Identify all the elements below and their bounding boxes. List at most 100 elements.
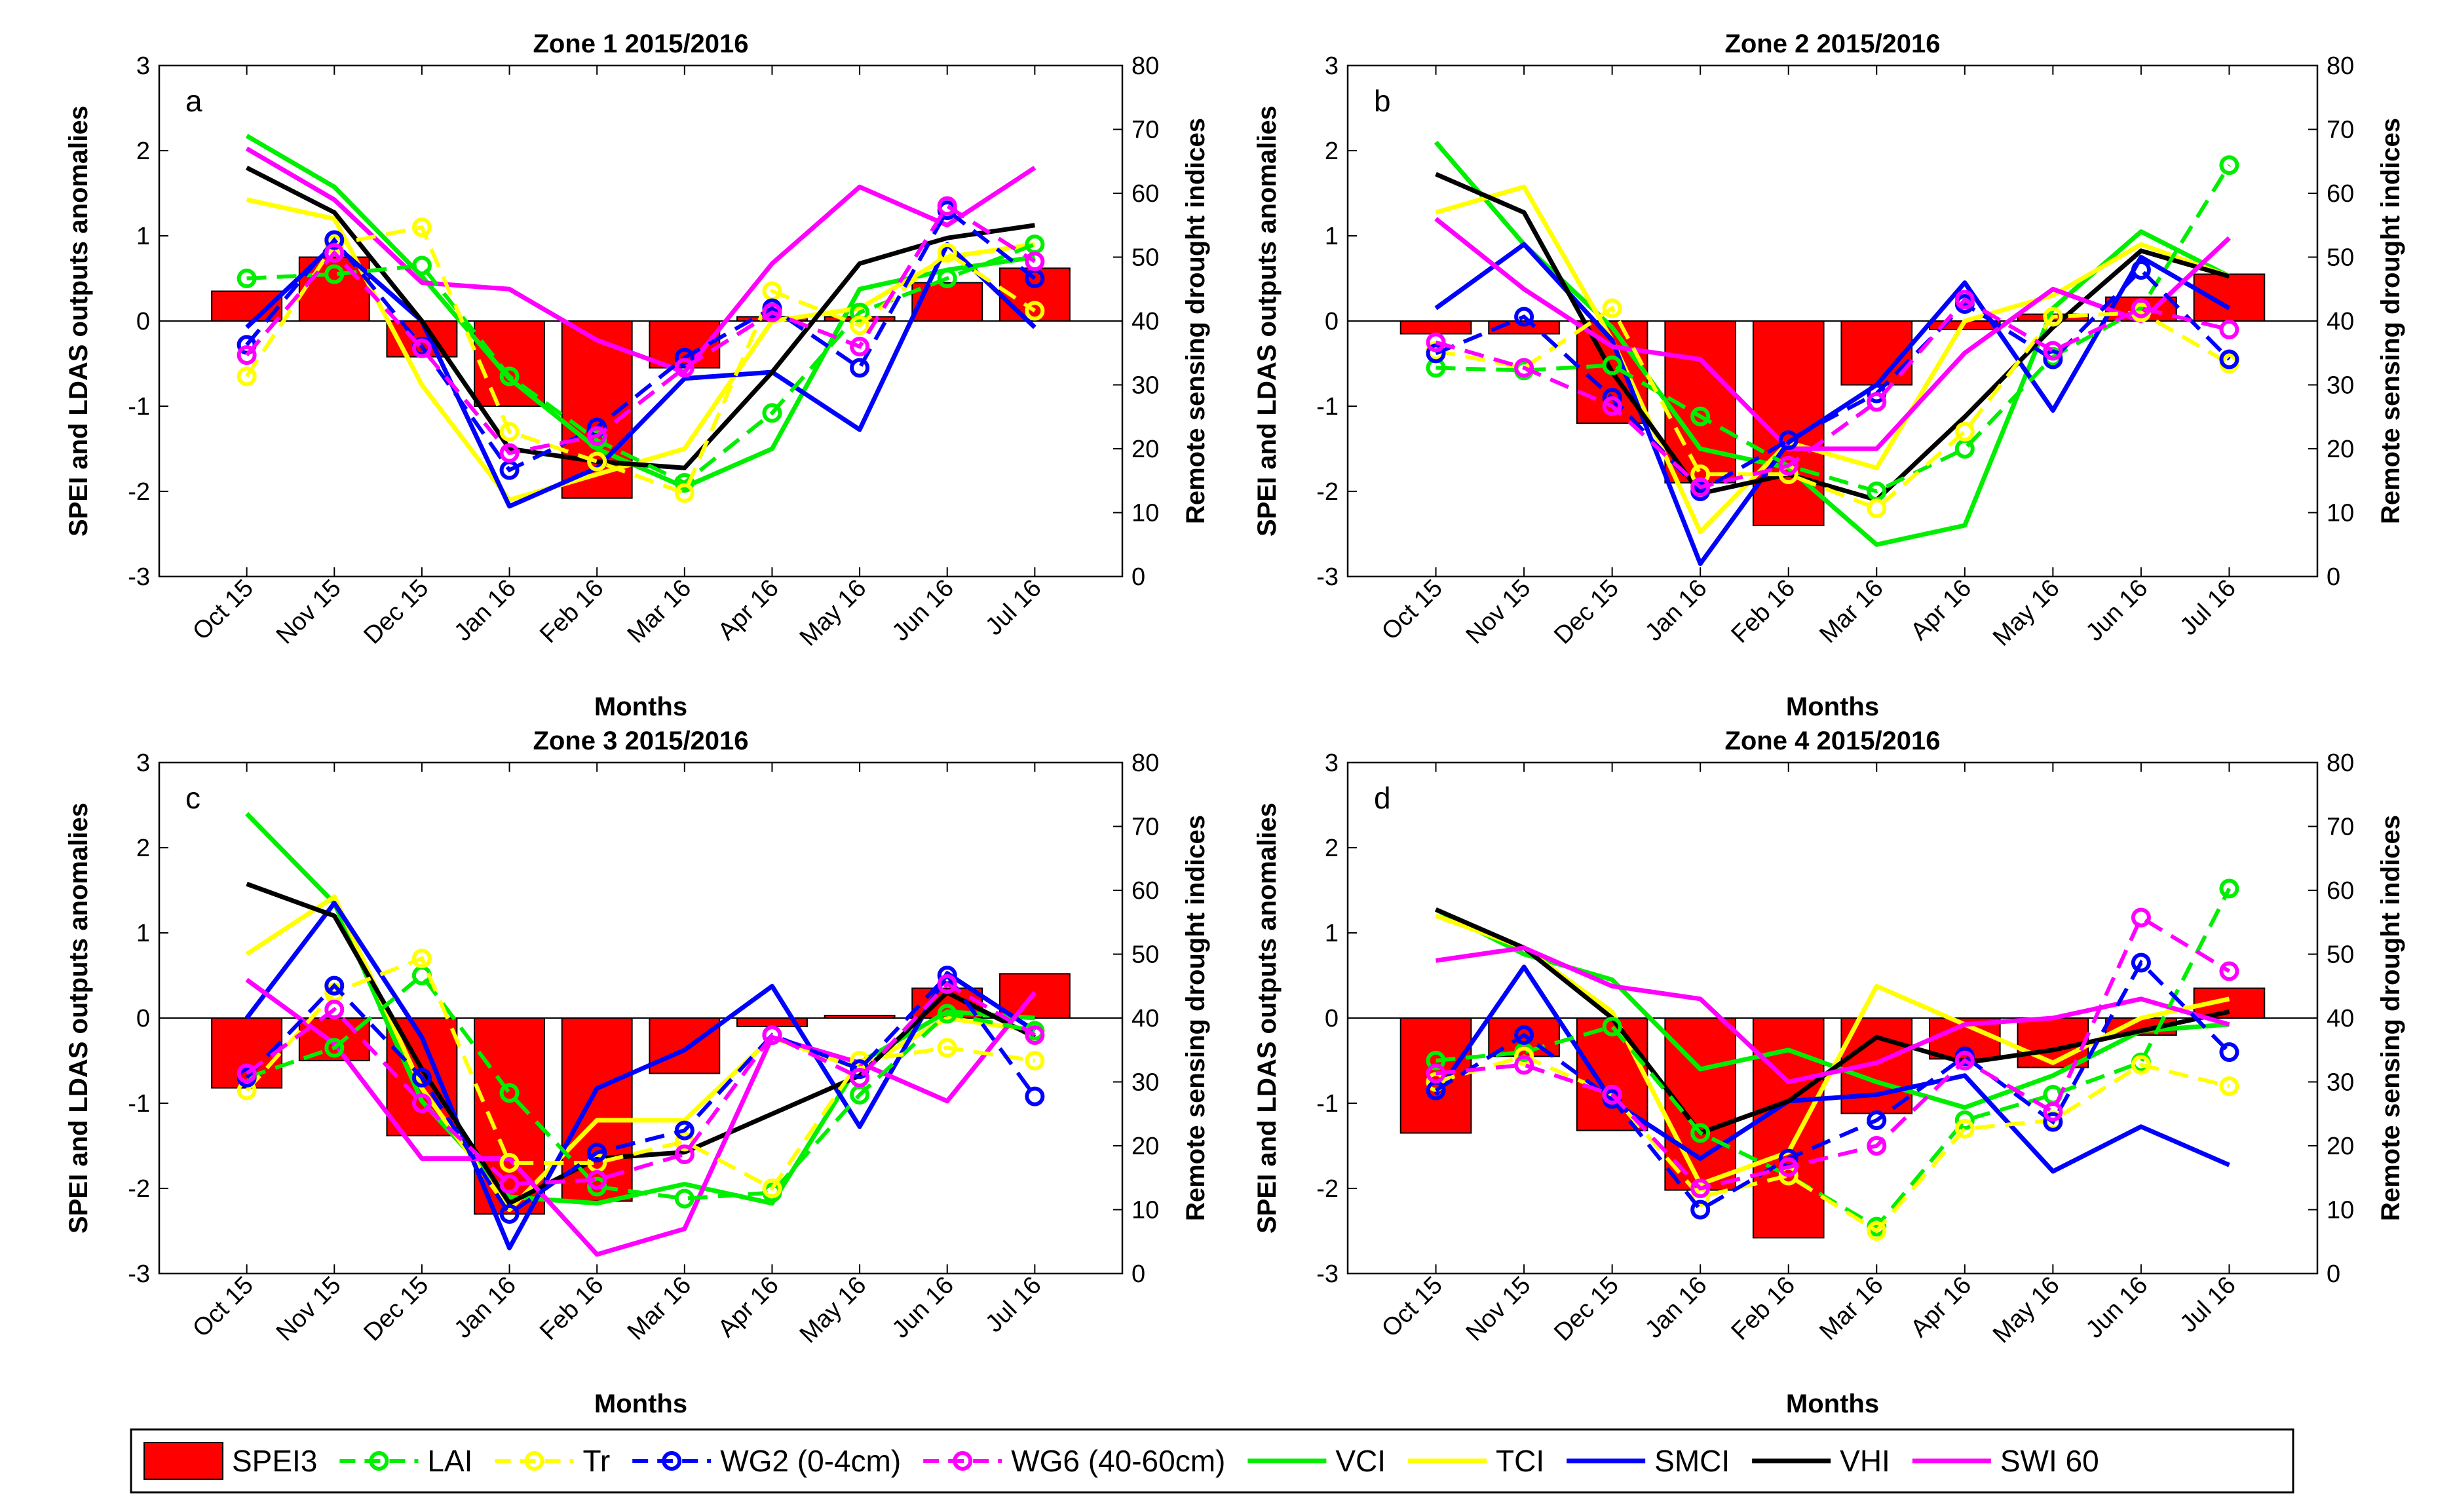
x-tick-label: Dec 15 xyxy=(358,575,434,650)
wg2-0-4cm-point xyxy=(2043,349,2063,369)
legend-label: SWI 60 xyxy=(2000,1444,2099,1478)
x-tick-label: Apr 16 xyxy=(713,575,784,646)
left-tick-label: 3 xyxy=(1325,749,1339,777)
right-tick-label: 80 xyxy=(2327,749,2354,777)
legend-label: Tr xyxy=(582,1444,610,1478)
tci-series-line xyxy=(1435,184,2230,535)
wg2-0-4cm-series-line xyxy=(1434,959,2231,1213)
x-tick-label: Jan 16 xyxy=(449,575,522,647)
tr-point xyxy=(411,949,432,968)
x-tick-label: Mar 16 xyxy=(622,575,696,649)
wg2-0-4cm-point xyxy=(2043,1112,2063,1132)
x-tick-label: Jul 16 xyxy=(980,575,1046,641)
x-tick-label: Oct 15 xyxy=(187,1272,259,1343)
right-axis-label: Remote sensing drought indices xyxy=(1181,815,1210,1221)
lai-point xyxy=(499,1083,520,1103)
wg6-40-60cm-point xyxy=(674,1144,694,1164)
x-tick-label: Jun 16 xyxy=(2081,1272,2153,1344)
left-tick-label: -3 xyxy=(128,563,150,591)
left-axis-label: SPEI and LDAS outputs anomalies xyxy=(64,105,93,537)
left-tick-label: 2 xyxy=(1325,835,1339,862)
x-tick-label: Nov 15 xyxy=(1461,575,1536,650)
left-tick-label: -2 xyxy=(1316,478,1339,506)
smci-series-line xyxy=(1434,964,2230,1174)
legend-entry-wg6-40-60cm: WG6 (40-60cm) xyxy=(923,1444,1225,1478)
right-tick-label: 20 xyxy=(2327,1133,2354,1160)
wg6-40-60cm-point xyxy=(1954,290,1975,310)
right-tick-label: 20 xyxy=(1131,436,1159,463)
right-tick-label: 10 xyxy=(1131,500,1159,527)
left-tick-label: 1 xyxy=(136,920,150,947)
left-axis-label: SPEI and LDAS outputs anomalies xyxy=(1253,803,1282,1234)
legend-swatch xyxy=(143,1442,223,1480)
tr-series-line xyxy=(1435,305,2231,511)
tr-point xyxy=(1025,1051,1045,1070)
right-tick-label: 20 xyxy=(1131,1133,1159,1160)
legend-entry-vhi: VHI xyxy=(1752,1444,1890,1478)
swi-60-series-line xyxy=(1435,945,2230,1084)
wg6-40-60cm-point xyxy=(324,1000,345,1019)
tr-point xyxy=(2131,1055,2151,1075)
wg6-40-60cm-point xyxy=(1025,252,1045,271)
left-tick-label: -1 xyxy=(1316,1090,1339,1118)
smci-series-line xyxy=(245,242,1036,509)
panel-title: Zone 3 2015/2016 xyxy=(533,727,748,755)
wg2-0-4cm-point xyxy=(674,1120,694,1141)
x-tick-label: May 16 xyxy=(795,1272,872,1349)
x-axis-label: Months xyxy=(594,1389,687,1418)
wg2-0-4cm-point xyxy=(1426,343,1446,364)
right-tick-label: 80 xyxy=(1131,52,1159,80)
left-axis-label: SPEI and LDAS outputs anomalies xyxy=(1253,105,1282,537)
x-tick-label: Jan 16 xyxy=(1640,575,1712,647)
left-tick-label: 0 xyxy=(136,308,150,335)
wg6-40-60cm-point xyxy=(937,974,957,994)
x-axis-label: Months xyxy=(1786,1389,1879,1418)
right-tick-label: 10 xyxy=(1131,1197,1159,1224)
wg2-0-4cm-point xyxy=(1867,1110,1887,1130)
lai-series-line xyxy=(246,972,1035,1201)
legend-label: WG6 (40-60cm) xyxy=(1011,1444,1225,1478)
x-tick-label: Apr 16 xyxy=(1905,1272,1977,1343)
x-tick-label: Feb 16 xyxy=(535,1272,609,1346)
wg2-0-4cm-point xyxy=(2219,1042,2239,1062)
right-tick-label: 10 xyxy=(2327,500,2354,527)
panel-letter: c xyxy=(185,781,200,815)
lai-point xyxy=(587,1177,607,1197)
right-tick-label: 50 xyxy=(2327,941,2354,969)
lai-point xyxy=(850,303,870,322)
wg2-0-4cm-point xyxy=(1025,1086,1045,1106)
lai-point xyxy=(2219,879,2239,899)
lai-point xyxy=(499,366,520,387)
lai-point xyxy=(411,255,432,276)
left-tick-label: 2 xyxy=(1325,138,1339,165)
tr-point xyxy=(1954,422,1975,442)
right-tick-label: 50 xyxy=(2327,244,2354,272)
wg2-0-4cm-series-line xyxy=(1435,267,2231,494)
panel-letter: d xyxy=(1374,781,1391,815)
panel-letter: a xyxy=(185,84,202,118)
x-tick-label: Nov 15 xyxy=(271,1272,347,1347)
wg6-40-60cm-point xyxy=(1690,477,1711,497)
wg6-40-60cm-point xyxy=(1690,1179,1711,1198)
wg6-40-60cm-point xyxy=(850,1068,870,1087)
wg6-40-60cm-point xyxy=(2131,907,2151,928)
lai-point xyxy=(324,264,345,284)
x-tick-label: Jul 16 xyxy=(2175,575,2241,641)
legend-entry-wg2-0-4cm: WG2 (0-4cm) xyxy=(632,1444,901,1478)
right-tick-label: 0 xyxy=(1131,1260,1145,1288)
tr-series-line xyxy=(245,225,1036,496)
wg6-40-60cm-point xyxy=(1867,1136,1887,1156)
tr-point xyxy=(1514,1046,1534,1067)
tr-point xyxy=(937,1038,957,1058)
wg6-40-60cm-point xyxy=(2219,320,2239,339)
lai-point xyxy=(937,269,957,288)
right-tick-label: 30 xyxy=(2327,1069,2354,1097)
wg2-0-4cm-series-line xyxy=(245,207,1036,473)
wg6-40-60cm-series-line xyxy=(1435,297,2230,489)
wg2-0-4cm-point xyxy=(1514,307,1534,327)
x-tick-label: Jun 16 xyxy=(887,1272,959,1344)
legend-label: SMCI xyxy=(1654,1444,1730,1478)
left-tick-label: 1 xyxy=(136,223,150,250)
left-tick-label: -1 xyxy=(128,393,150,421)
wg6-40-60cm-point xyxy=(1602,1085,1622,1105)
